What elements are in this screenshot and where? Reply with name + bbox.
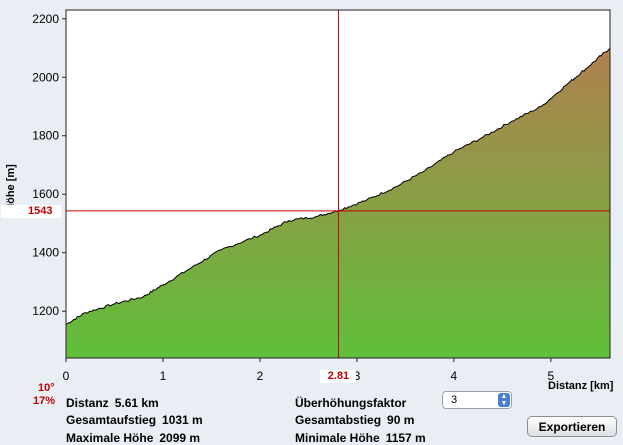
descent-label: Gesamtabstieg xyxy=(295,413,382,427)
plot-frame xyxy=(65,9,611,359)
max-height-label: Maximale Höhe xyxy=(66,431,154,445)
slope-percent: 17% xyxy=(33,395,56,407)
y-tick-label: 1800 xyxy=(32,129,59,143)
y-tick-label: 1600 xyxy=(32,187,59,201)
descent-value: 90 m xyxy=(387,413,415,427)
y-tick-label: 2200 xyxy=(32,12,59,26)
ascent-stat: Gesamtaufstieg 1031 m xyxy=(66,413,203,427)
min-height-value: 1157 m xyxy=(385,431,426,445)
y-tick-label: 1400 xyxy=(32,246,59,260)
distance-value: 5.61 km xyxy=(114,396,159,410)
elevation-area xyxy=(65,46,611,359)
factor-label: Überhöhungsfaktor xyxy=(295,396,407,410)
export-button[interactable]: Exportieren xyxy=(527,416,617,437)
x-tick-label: 0 xyxy=(63,369,70,383)
x-tick-label: 4 xyxy=(451,369,458,383)
x-tick-label: 5 xyxy=(548,369,555,383)
cursor-distance-readout: 2.81 xyxy=(320,370,357,383)
max-height-stat: Maximale Höhe 2099 m xyxy=(66,431,200,445)
min-height-label: Minimale Höhe xyxy=(295,431,380,445)
distance-stat: Distanz 5.61 km xyxy=(66,396,159,410)
x-tick-label: 1 xyxy=(160,369,167,383)
select-arrows-icon: ▲ ▼ xyxy=(498,393,510,407)
factor-select[interactable]: 3 ▲ ▼ xyxy=(442,391,512,409)
ascent-value: 1031 m xyxy=(162,413,203,427)
distance-label: Distanz xyxy=(66,396,109,410)
slope-angle: 10° xyxy=(38,382,55,394)
x-axis-label: Distanz [km] xyxy=(548,380,614,392)
factor-select-value: 3 xyxy=(451,394,458,406)
x-tick-label: 3 xyxy=(354,369,361,383)
y-tick-label: 2000 xyxy=(32,70,59,84)
y-tick-label: 1200 xyxy=(32,304,59,318)
descent-stat: Gesamtabstieg 90 m xyxy=(295,413,414,427)
x-tick-label: 2 xyxy=(257,369,264,383)
cursor-height-readout: 1543 xyxy=(1,204,61,218)
ascent-label: Gesamtaufstieg xyxy=(66,413,157,427)
max-height-value: 2099 m xyxy=(159,431,201,445)
min-height-stat: Minimale Höhe 1157 m xyxy=(295,431,426,445)
